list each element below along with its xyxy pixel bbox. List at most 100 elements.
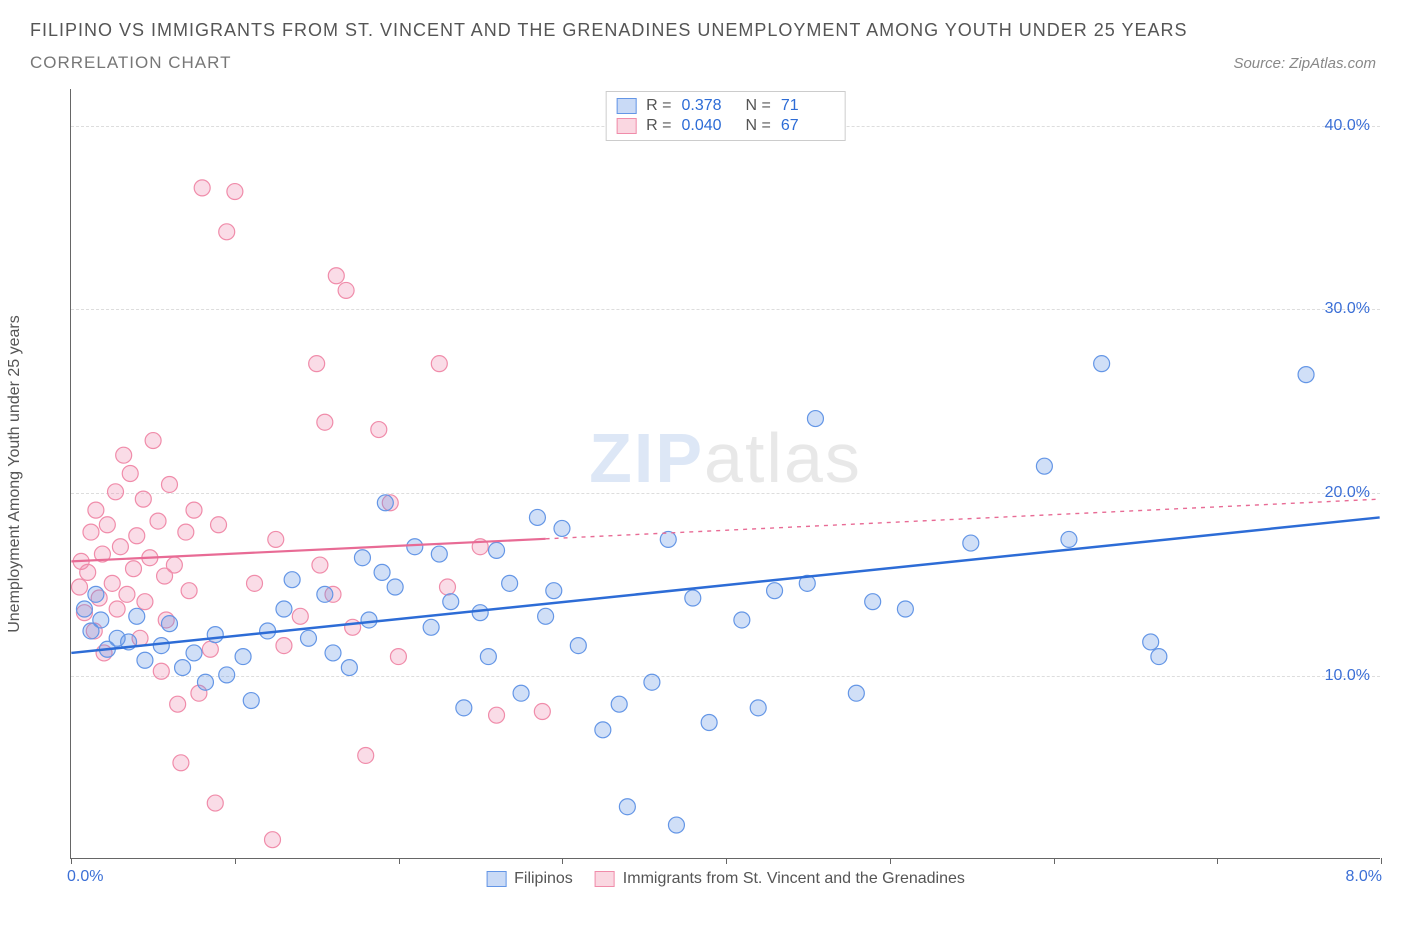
scatter-chart: Unemployment Among Youth under 25 years …: [70, 89, 1380, 859]
scatter-point-blue: [354, 550, 370, 566]
scatter-point-blue: [153, 638, 169, 654]
n-label: N =: [746, 117, 771, 135]
scatter-point-blue: [235, 649, 251, 665]
scatter-point-pink: [145, 433, 161, 449]
scatter-point-blue: [443, 594, 459, 610]
scatter-point-blue: [799, 576, 815, 592]
scatter-point-pink: [207, 795, 223, 811]
scatter-point-blue: [685, 590, 701, 606]
scatter-point-pink: [390, 649, 406, 665]
scatter-point-blue: [807, 411, 823, 427]
scatter-point-pink: [186, 502, 202, 518]
scatter-point-pink: [472, 539, 488, 555]
scatter-point-blue: [109, 630, 125, 646]
scatter-point-pink: [227, 184, 243, 200]
scatter-point-blue: [341, 660, 357, 676]
scatter-point-blue: [175, 660, 191, 676]
scatter-point-blue: [456, 700, 472, 716]
scatter-point-pink: [157, 568, 173, 584]
scatter-point-blue: [1151, 649, 1167, 665]
x-tick: [1217, 858, 1218, 864]
legend-item-blue: Filipinos: [486, 870, 573, 888]
swatch-blue-icon: [616, 98, 636, 114]
scatter-point-blue: [1298, 367, 1314, 383]
y-axis-label: Unemployment Among Youth under 25 years: [6, 315, 24, 633]
r-label: R =: [646, 117, 671, 135]
scatter-point-pink: [132, 630, 148, 646]
swatch-pink-icon: [595, 871, 615, 887]
scatter-point-pink: [345, 619, 361, 635]
scatter-point-pink: [150, 513, 166, 529]
scatter-point-pink: [181, 583, 197, 599]
scatter-point-pink: [211, 517, 227, 533]
y-tick-label: 10.0%: [1325, 667, 1370, 685]
legend-label-pink: Immigrants from St. Vincent and the Gren…: [623, 870, 965, 888]
trendline-pink-solid: [71, 539, 545, 562]
scatter-point-pink: [142, 550, 158, 566]
plot-area: ZIPatlas R = 0.378 N = 71 R = 0.040 N = …: [70, 89, 1380, 859]
trendline-pink-dashed: [546, 499, 1380, 539]
scatter-point-blue: [76, 601, 92, 617]
scatter-point-pink: [72, 579, 88, 595]
scatter-point-blue: [513, 685, 529, 701]
scatter-point-pink: [80, 565, 96, 581]
legend-series: Filipinos Immigrants from St. Vincent an…: [486, 870, 965, 888]
r-label: R =: [646, 97, 671, 115]
scatter-point-blue: [423, 619, 439, 635]
x-tick: [399, 858, 400, 864]
scatter-point-pink: [489, 707, 505, 723]
scatter-point-pink: [153, 663, 169, 679]
gridline: [71, 676, 1380, 677]
scatter-point-pink: [178, 524, 194, 540]
scatter-point-pink: [166, 557, 182, 573]
scatter-point-blue: [284, 572, 300, 588]
page-subtitle: CORRELATION CHART: [30, 53, 232, 73]
scatter-point-pink: [170, 696, 186, 712]
x-tick: [71, 858, 72, 864]
scatter-point-pink: [129, 528, 145, 544]
x-tick: [235, 858, 236, 864]
scatter-point-blue: [1061, 532, 1077, 548]
scatter-point-blue: [121, 634, 137, 650]
scatter-point-pink: [112, 539, 128, 555]
scatter-point-blue: [377, 495, 393, 511]
scatter-point-blue: [1036, 458, 1052, 474]
scatter-point-pink: [219, 224, 235, 240]
x-tick: [1381, 858, 1382, 864]
scatter-point-blue: [668, 817, 684, 833]
r-value-blue: 0.378: [682, 97, 736, 115]
scatter-point-pink: [431, 356, 447, 372]
r-value-pink: 0.040: [682, 117, 736, 135]
scatter-point-blue: [137, 652, 153, 668]
x-tick: [1054, 858, 1055, 864]
scatter-point-blue: [129, 609, 145, 625]
scatter-point-blue: [963, 535, 979, 551]
scatter-point-blue: [489, 543, 505, 559]
scatter-point-pink: [91, 590, 107, 606]
trendline-blue: [71, 518, 1379, 653]
scatter-point-blue: [734, 612, 750, 628]
scatter-point-pink: [328, 268, 344, 284]
legend-stats-row-blue: R = 0.378 N = 71: [616, 96, 835, 116]
legend-stats-row-pink: R = 0.040 N = 67: [616, 116, 835, 136]
scatter-point-pink: [358, 748, 374, 764]
scatter-point-pink: [76, 605, 92, 621]
scatter-point-blue: [243, 693, 259, 709]
scatter-point-blue: [848, 685, 864, 701]
scatter-point-pink: [88, 502, 104, 518]
scatter-point-blue: [207, 627, 223, 643]
y-tick-label: 30.0%: [1325, 300, 1370, 318]
x-tick-label: 0.0%: [67, 868, 103, 886]
scatter-point-pink: [534, 704, 550, 720]
swatch-blue-icon: [486, 871, 506, 887]
n-value-blue: 71: [781, 97, 835, 115]
scatter-point-blue: [276, 601, 292, 617]
scatter-point-blue: [502, 576, 518, 592]
scatter-point-blue: [387, 579, 403, 595]
scatter-point-pink: [173, 755, 189, 771]
y-tick-label: 20.0%: [1325, 484, 1370, 502]
x-tick: [562, 858, 563, 864]
scatter-point-pink: [371, 422, 387, 438]
scatter-point-blue: [361, 612, 377, 628]
scatter-point-blue: [767, 583, 783, 599]
